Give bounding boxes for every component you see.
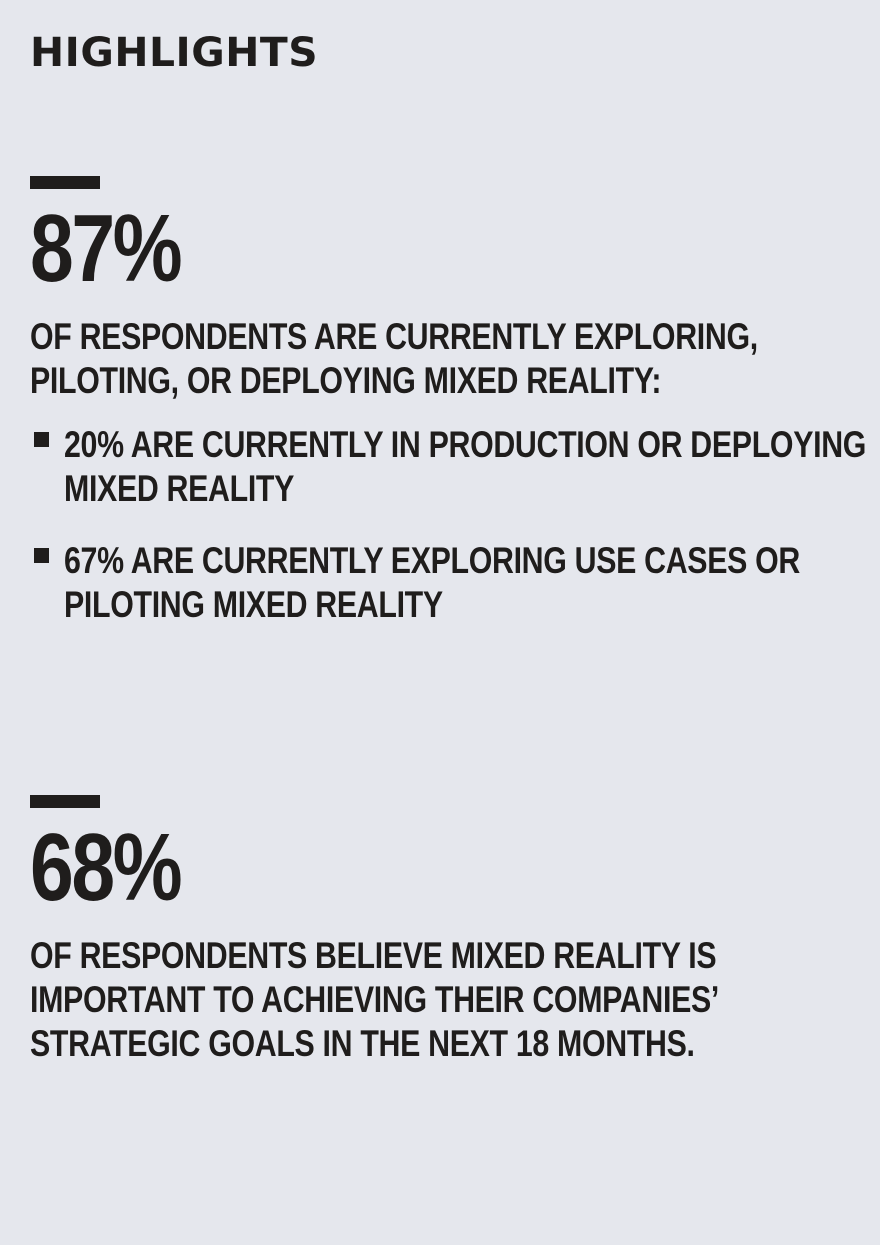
stat-value: 68% (30, 814, 183, 921)
stat-description: OF RESPONDENTS ARE CURRENTLY EXPLORING, … (30, 316, 758, 401)
highlight-87: 87% OF RESPONDENTS ARE CURRENTLY EXPLORI… (30, 176, 866, 627)
bullet-text: 20% ARE CURRENTLY IN PRODUCTION OR DEPLO… (64, 424, 867, 509)
stat-value: 87% (30, 195, 183, 302)
highlight-68: 68% OF RESPONDENTS BELIEVE MIXED REALITY… (30, 795, 860, 1066)
bullet-list: 20% ARE CURRENTLY IN PRODUCTION OR DEPLO… (30, 423, 866, 627)
section-rule (30, 176, 100, 189)
bullet-item: 20% ARE CURRENTLY IN PRODUCTION OR DEPLO… (30, 423, 866, 511)
bullet-item: 67% ARE CURRENTLY EXPLORING USE CASES OR… (30, 539, 860, 627)
stat-description: OF RESPONDENTS BELIEVE MIXED REALITY IS … (30, 935, 718, 1064)
section-rule (30, 795, 100, 808)
bullet-text: 67% ARE CURRENTLY EXPLORING USE CASES OR… (64, 540, 800, 625)
square-bullet-icon (34, 432, 49, 447)
square-bullet-icon (34, 548, 49, 563)
panel-heading: HIGHLIGHTS (30, 30, 319, 76)
